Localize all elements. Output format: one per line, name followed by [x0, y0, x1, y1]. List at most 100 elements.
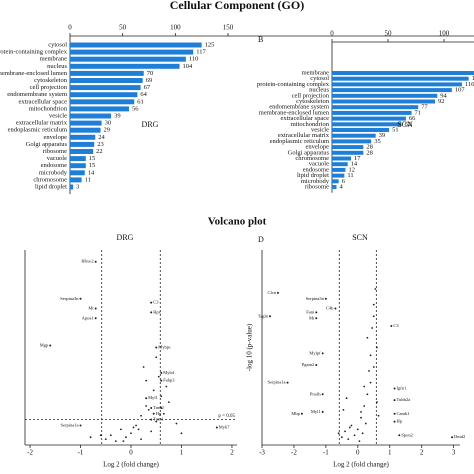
value-label: 77 [421, 104, 428, 111]
point [372, 303, 375, 306]
point [345, 397, 348, 400]
category-label: Golgi apparatus [26, 141, 68, 148]
point [358, 440, 361, 442]
point [94, 260, 97, 263]
point [135, 424, 137, 427]
bar [70, 78, 143, 83]
gene-label: C3 [393, 323, 399, 328]
bar [70, 177, 82, 183]
point [393, 387, 396, 390]
point [315, 364, 318, 367]
gene-label: Mt [309, 315, 315, 320]
point [120, 428, 122, 431]
category-label: cytoskeleton [296, 98, 330, 105]
point [300, 412, 303, 415]
bar [70, 156, 86, 162]
bar [70, 49, 194, 55]
category-label: nucleus [309, 87, 329, 94]
point [321, 393, 324, 396]
gene-label: Mybpc [158, 345, 171, 350]
gene-label: Myl1 [311, 409, 321, 414]
x-tick-label: 0 [356, 449, 360, 457]
x-tick-label: -2 [291, 449, 297, 457]
category-label: cell projection [30, 84, 68, 91]
point [334, 307, 337, 310]
category-label: protein-containing complex [257, 81, 330, 88]
value-label: 70 [147, 70, 154, 77]
category-label: vacuole [309, 161, 329, 168]
point [324, 297, 327, 300]
value-label: 17 [354, 155, 361, 162]
value-label: 62 [404, 121, 411, 128]
x-tick-label: 3 [452, 449, 456, 457]
category-label: cytosol [48, 41, 67, 48]
bar [332, 139, 372, 144]
point [132, 426, 135, 429]
point [94, 317, 97, 320]
value-label: 30 [105, 120, 112, 127]
bar [70, 113, 112, 119]
point [366, 393, 369, 396]
value-label: 14 [351, 161, 358, 168]
point [137, 428, 140, 431]
gene-label: Myh7 [219, 424, 231, 429]
panel-title: SCN [352, 233, 368, 242]
gene-label: Myh4 [163, 370, 175, 375]
bar [70, 149, 94, 154]
point [89, 436, 92, 439]
point [167, 401, 170, 403]
bar [70, 106, 129, 112]
point [451, 436, 454, 439]
gene-label: Tnni2 [153, 405, 164, 410]
point [368, 370, 370, 372]
point [342, 409, 345, 411]
point [79, 297, 82, 300]
point [152, 412, 155, 415]
point [142, 366, 145, 368]
gene-label: Hp [397, 419, 403, 424]
value-label: 15 [89, 162, 96, 169]
category-label: endomembrane system [269, 104, 329, 111]
bar [332, 173, 345, 178]
point [350, 424, 353, 427]
point [160, 395, 163, 398]
bar [332, 128, 390, 132]
x-tick-label: 2 [230, 449, 234, 457]
category-label: envelope [44, 134, 68, 141]
panel-title: DRG [142, 120, 159, 129]
gene-label: Tagln [258, 313, 269, 318]
gene-label: Hp [156, 411, 162, 416]
value-label: 28 [366, 149, 373, 156]
point [361, 432, 364, 435]
value-label: 14 [88, 169, 95, 176]
x-tick-label: 50 [385, 30, 393, 38]
point [315, 311, 318, 314]
point [376, 401, 378, 403]
value-label: 12 [348, 166, 355, 173]
point [390, 325, 393, 328]
point [268, 315, 271, 318]
point [372, 366, 375, 368]
bar [70, 42, 202, 48]
point [145, 405, 148, 407]
value-label: 56 [132, 105, 139, 112]
panel-title: DRG [117, 233, 134, 242]
category-label: endosome [41, 162, 67, 169]
point [371, 327, 374, 329]
point [109, 434, 112, 437]
gene-label: Myl1 [148, 395, 158, 400]
value-label: 39 [379, 132, 386, 139]
point [150, 311, 153, 314]
category-label: lipid droplet [297, 172, 329, 179]
x-tick-label: -1 [323, 449, 329, 457]
value-label: 67 [144, 84, 151, 91]
bar [332, 179, 339, 184]
bar [332, 122, 402, 127]
point [160, 407, 163, 409]
bar [70, 170, 85, 176]
value-label: 22 [96, 148, 103, 155]
gene-label: Fabp3 [163, 378, 175, 383]
category-label: microbody [301, 178, 330, 185]
category-label: membrane-enclosed lumen [259, 109, 330, 116]
category-label: Golgi apparatus [288, 149, 330, 156]
